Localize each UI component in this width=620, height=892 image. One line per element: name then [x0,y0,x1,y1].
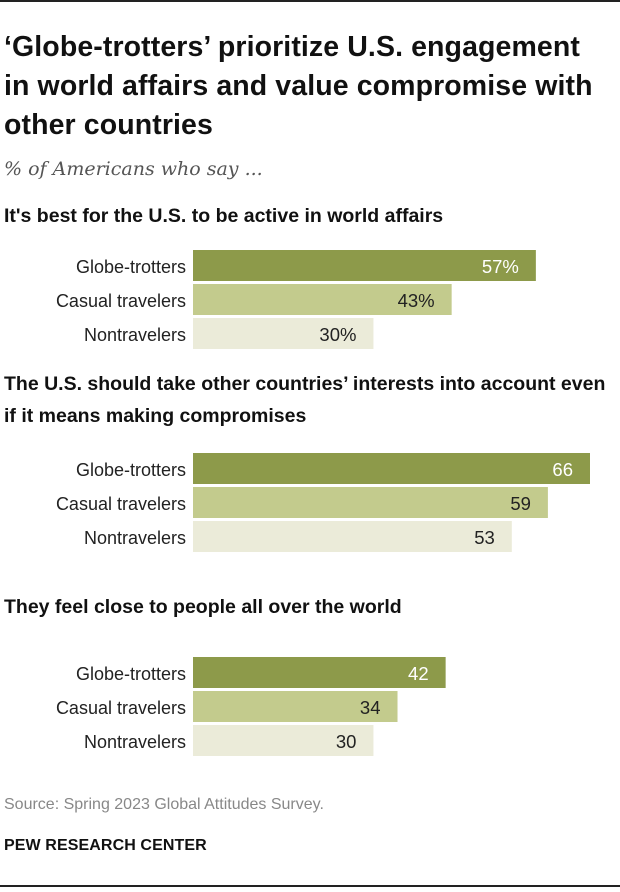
bar-3-2 [193,691,398,722]
data-label-1-3: 30% [319,324,356,345]
panel-1-title: It's best for the U.S. to be active in w… [4,205,444,227]
category-label-2-3: Nontravelers [84,528,186,548]
bar-2-3 [193,521,512,552]
category-label-3-2: Casual travelers [56,698,186,718]
chart-subtitle: % of Americans who say ... [4,158,263,180]
bar-1-1 [193,250,536,281]
bar-1-3 [193,318,374,349]
pew-logo-text: PEW RESEARCH CENTER [4,837,207,854]
bar-3-3 [193,725,374,756]
data-label-2-3: 53 [474,527,495,548]
chart-title: ‘Globe-trotters’ prioritize U.S. engagem… [4,31,593,141]
data-label-1-1: 57% [482,256,519,277]
category-label-1-3: Nontravelers [84,325,186,345]
category-label-2-2: Casual travelers [56,494,186,514]
category-label-3-3: Nontravelers [84,732,186,752]
bar-1-2 [193,284,452,315]
bar-2-2 [193,487,548,518]
panel-3-title: They feel close to people all over the w… [4,596,402,618]
data-label-2-2: 59 [510,493,531,514]
bottom-rule [0,885,620,887]
data-label-1-2: 43% [398,290,435,311]
bar-2-1 [193,453,590,484]
panel-2-title: The U.S. should take other countries’ in… [4,373,606,427]
category-label-1-1: Globe-trotters [76,257,186,277]
source-note: Source: Spring 2023 Global Attitudes Sur… [4,796,324,813]
category-label-2-1: Globe-trotters [76,460,186,480]
category-label-3-1: Globe-trotters [76,664,186,684]
top-rule [0,0,620,2]
data-label-3-2: 34 [360,697,381,718]
category-label-1-2: Casual travelers [56,291,186,311]
data-label-3-3: 30 [336,731,357,752]
data-label-3-1: 42 [408,663,429,684]
data-label-2-1: 66 [552,459,573,480]
bar-3-1 [193,657,446,688]
